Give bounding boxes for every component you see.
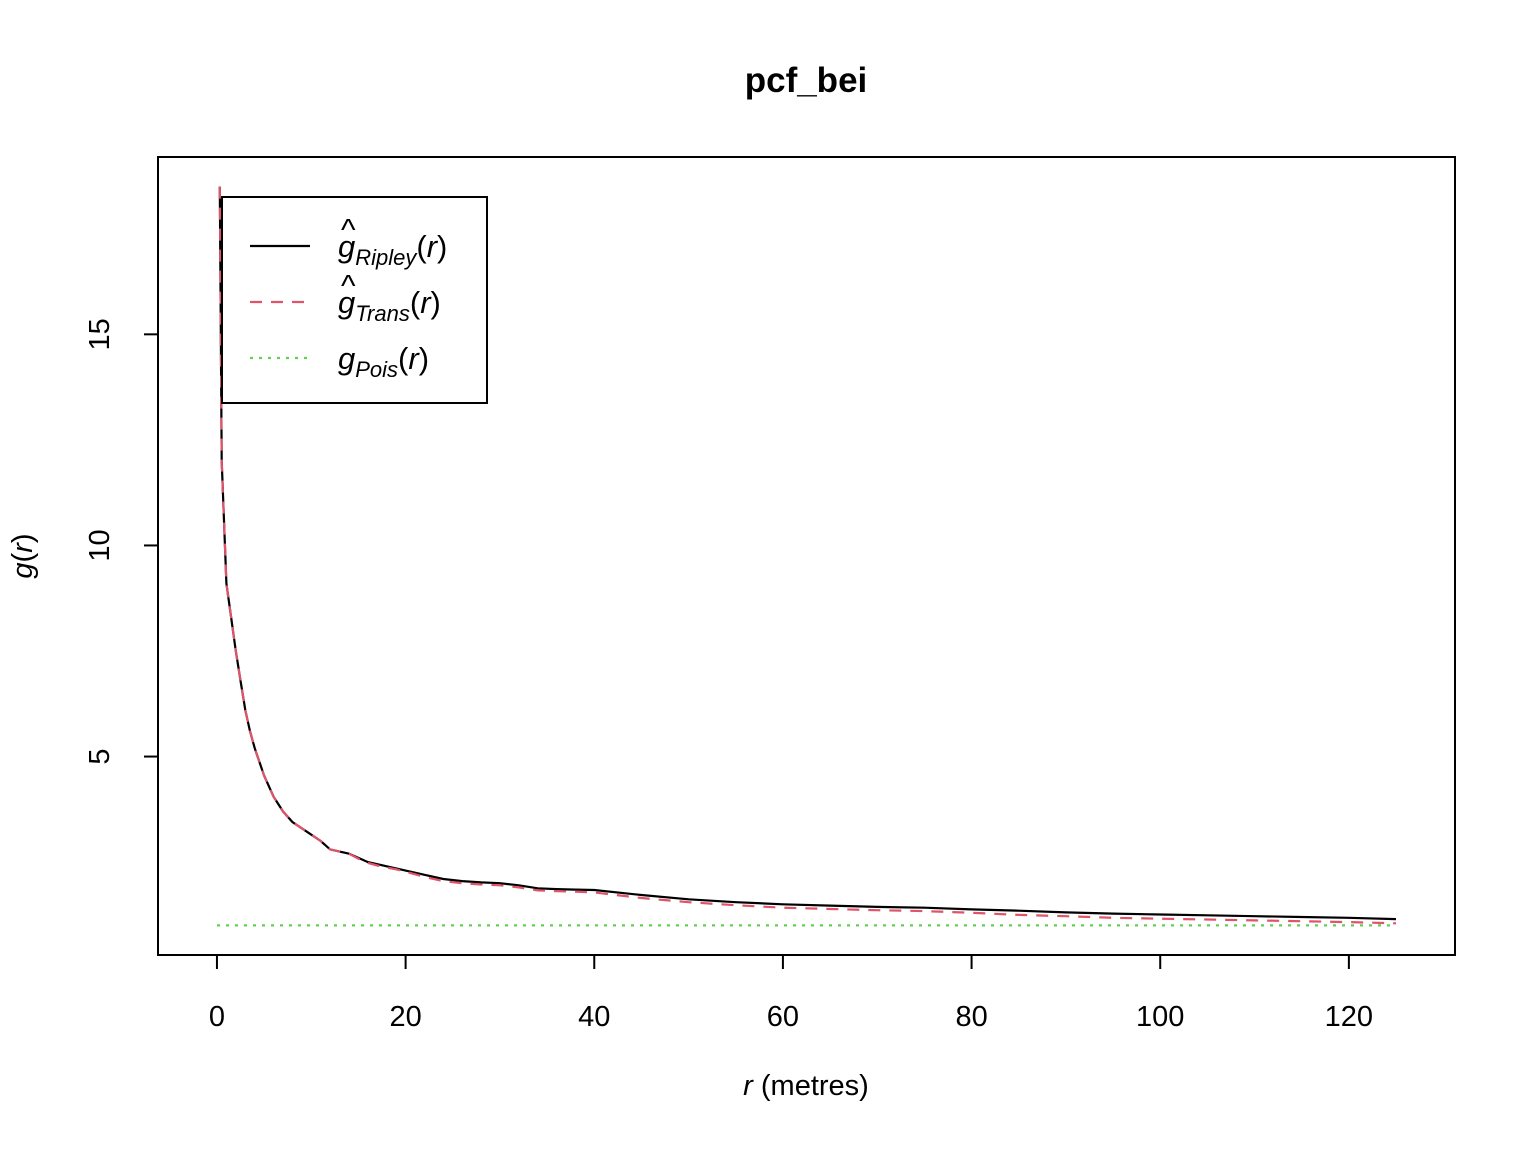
legend-box bbox=[221, 196, 488, 404]
y-axis-close-paren: ) bbox=[7, 533, 39, 543]
chart-title: pcf_bei bbox=[745, 61, 868, 100]
y-tick-label: 10 bbox=[84, 529, 116, 561]
legend-label-paren: ( bbox=[410, 285, 421, 320]
legend-label-paren: ) bbox=[437, 229, 447, 264]
legend-hat-mark: ^ bbox=[341, 212, 356, 247]
y-tick-label: 15 bbox=[84, 318, 116, 350]
legend-label-base: g bbox=[338, 285, 355, 320]
legend-label-paren: ( bbox=[398, 341, 409, 376]
x-tick-label: 20 bbox=[389, 1001, 421, 1033]
x-axis-label: r (metres) bbox=[743, 1070, 869, 1102]
legend-label-base: g bbox=[338, 229, 355, 264]
y-axis-label: g(r) bbox=[7, 533, 39, 578]
x-tick-label: 60 bbox=[767, 1001, 799, 1033]
series-layer bbox=[217, 186, 1397, 927]
x-axis-unit: (metres) bbox=[753, 1070, 869, 1102]
legend-label-paren: ) bbox=[419, 341, 429, 376]
x-tick-label: 0 bbox=[209, 1001, 225, 1033]
x-tick-label: 100 bbox=[1136, 1001, 1184, 1033]
y-axis-symbol: g bbox=[7, 562, 39, 578]
legend-label-subscript: Pois bbox=[355, 357, 398, 382]
x-tick-label: 120 bbox=[1325, 1001, 1373, 1033]
y-tick-label: 5 bbox=[84, 748, 116, 764]
legend-label: gPois(r) bbox=[338, 341, 429, 382]
legend-label-subscript: Ripley bbox=[355, 245, 418, 270]
legend-label-arg: r bbox=[420, 285, 432, 320]
legend-label-base: g bbox=[338, 341, 355, 376]
y-axis: 5 10 15 bbox=[84, 318, 159, 765]
x-axis: 0 20 40 60 80 100 120 bbox=[209, 954, 1373, 1033]
legend-label: gTrans(r) bbox=[338, 285, 441, 326]
legend-label: gRipley(r) bbox=[338, 229, 447, 270]
legend-label-arg: r bbox=[427, 229, 439, 264]
legend-label-paren: ( bbox=[416, 229, 427, 264]
series-line-trans bbox=[218, 186, 1397, 925]
legend-hat-mark: ^ bbox=[341, 268, 356, 303]
y-axis-arg: r bbox=[7, 542, 39, 553]
x-tick-label: 80 bbox=[955, 1001, 987, 1033]
x-axis-symbol: r bbox=[743, 1070, 754, 1102]
legend: gRipley(r)^gTrans(r)^gPois(r) bbox=[221, 196, 488, 404]
legend-label-subscript: Trans bbox=[355, 301, 410, 326]
legend-label-paren: ) bbox=[431, 285, 441, 320]
legend-label-arg: r bbox=[408, 341, 420, 376]
y-axis-open-paren: ( bbox=[7, 552, 39, 562]
x-tick-label: 40 bbox=[578, 1001, 610, 1033]
